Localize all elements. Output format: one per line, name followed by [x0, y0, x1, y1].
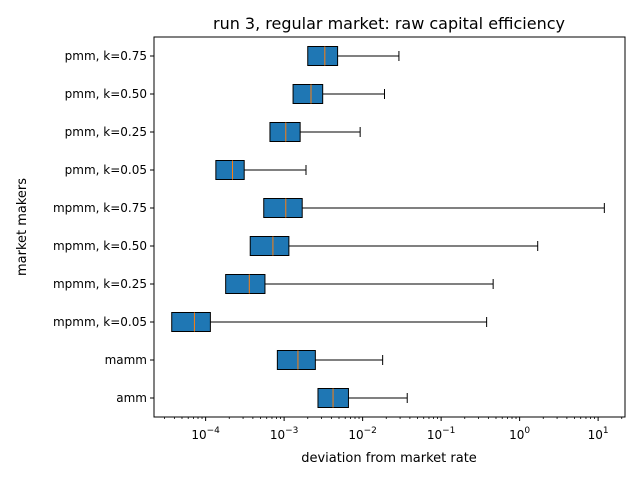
iqr-box — [215, 160, 245, 180]
box-7 — [225, 274, 494, 294]
y-tick-label: pmm, k=0.75 — [65, 49, 147, 63]
y-tick-label: mamm — [105, 353, 147, 367]
iqr-box — [269, 122, 301, 142]
y-tick-label: mpmm, k=0.25 — [53, 277, 147, 291]
y-axis-label: market makers — [15, 178, 30, 276]
iqr-box — [292, 84, 324, 104]
box-2 — [292, 84, 386, 104]
box-9 — [276, 350, 384, 370]
chart-title: run 3, regular market: raw capital effic… — [213, 14, 565, 33]
box-10 — [317, 388, 408, 408]
x-tick-label: 10−4 — [191, 426, 220, 442]
iqr-box — [225, 274, 266, 294]
box-3 — [269, 122, 361, 142]
plot-area — [171, 46, 605, 408]
y-tick-label: pmm, k=0.05 — [65, 163, 147, 177]
x-axis-label: deviation from market rate — [301, 451, 477, 466]
iqr-box — [276, 350, 316, 370]
box-6 — [249, 236, 539, 256]
y-tick-label: mpmm, k=0.75 — [53, 201, 147, 215]
plot-frame — [153, 36, 626, 418]
iqr-box — [171, 312, 211, 332]
box-8 — [171, 312, 488, 332]
x-tick-label: 10−2 — [348, 426, 377, 442]
y-tick-label: mpmm, k=0.05 — [53, 315, 147, 329]
iqr-box — [263, 198, 303, 218]
x-tick-label: 101 — [588, 426, 609, 442]
iqr-box — [307, 46, 339, 66]
y-tick-label: pmm, k=0.25 — [65, 125, 147, 139]
x-axis-ticks: 10−4 10−3 10−2 10−1 100 101 — [164, 417, 623, 442]
y-tick-label: pmm, k=0.50 — [65, 87, 147, 101]
x-tick-label: 10−1 — [427, 426, 456, 442]
box-1 — [307, 46, 400, 66]
y-tick-label: amm — [116, 391, 147, 405]
y-tick-label: mpmm, k=0.50 — [53, 239, 147, 253]
box-4 — [215, 160, 307, 180]
iqr-box — [249, 236, 290, 256]
box-5 — [263, 198, 605, 218]
x-tick-label: 100 — [509, 426, 530, 442]
x-tick-label: 10−3 — [270, 426, 299, 442]
y-axis-ticks: pmm, k=0.75 pmm, k=0.50 pmm, k=0.25 pmm, k=… — [53, 49, 154, 405]
